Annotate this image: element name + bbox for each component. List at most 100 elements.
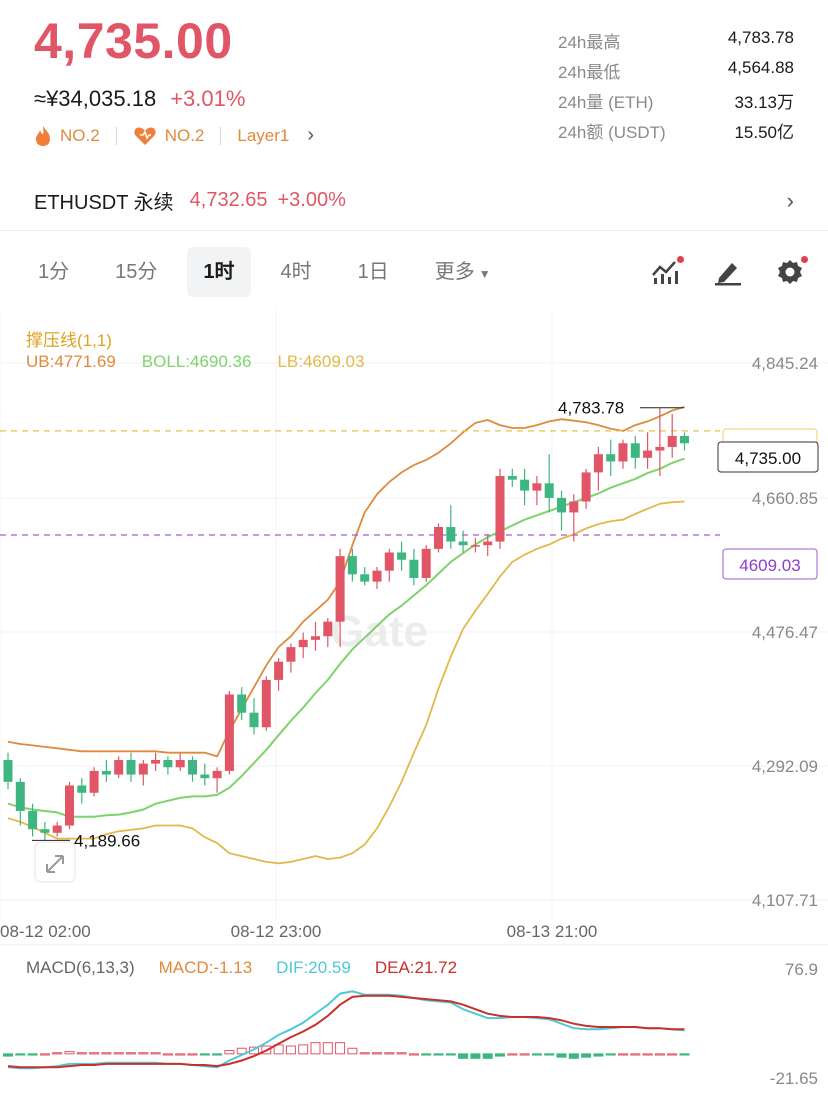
- candle-body: [384, 552, 394, 571]
- kline-chart[interactable]: Gate 4,783.78 4,189.66 4,845.24 4,660.85 4,47…: [0, 310, 828, 1099]
- macd-bar: [458, 1053, 469, 1059]
- candle-body: [200, 774, 210, 779]
- candle: [101, 759, 111, 782]
- chevron-right-icon[interactable]: ›: [307, 124, 315, 146]
- candle: [409, 548, 419, 586]
- stat-value: 15.50亿: [734, 123, 794, 142]
- ub-value: UB:4771.69: [26, 352, 116, 371]
- tab-more[interactable]: 更多 ▼: [419, 247, 507, 297]
- stat-high: 24h最高 4,783.78: [558, 28, 794, 58]
- sector-label: Layer1: [237, 125, 290, 145]
- stat-label: 24h最低: [558, 63, 621, 82]
- candle-body: [151, 759, 161, 764]
- candle-body: [483, 541, 493, 546]
- candle-body: [188, 759, 197, 775]
- candle-body: [126, 759, 136, 775]
- macd-bar: [175, 1053, 186, 1056]
- candle-body: [347, 556, 357, 575]
- candle: [544, 454, 554, 513]
- macd-bar: [64, 1051, 75, 1055]
- dif-line: [7, 990, 685, 1070]
- settings-button[interactable]: [772, 254, 808, 290]
- macd-bar: [667, 1053, 678, 1056]
- candle: [15, 778, 25, 826]
- hot-rank-tag[interactable]: NO.2: [34, 125, 100, 147]
- candle: [89, 767, 99, 797]
- macd-bar: [150, 1052, 161, 1055]
- candle: [347, 548, 357, 582]
- perpetual-price: 4,732.65: [189, 189, 268, 211]
- dea-line: [7, 994, 685, 1069]
- macd-bar: [618, 1053, 628, 1056]
- macd-bar: [236, 1047, 247, 1055]
- candle: [224, 690, 234, 775]
- candle-body: [372, 570, 382, 582]
- tab-1m[interactable]: 1分: [38, 261, 70, 283]
- watermark: Gate: [330, 607, 428, 656]
- sector-tag[interactable]: Layer1: [237, 126, 289, 146]
- last-price: 4,735.00: [34, 13, 233, 69]
- macd-bar: [482, 1053, 493, 1059]
- candle: [28, 803, 38, 837]
- lb-line: [7, 500, 685, 865]
- fav-rank-tag[interactable]: NO.2: [133, 126, 204, 146]
- candle-body: [89, 770, 99, 793]
- macd-bar: [335, 1042, 346, 1055]
- tab-4h[interactable]: 4时: [280, 261, 312, 283]
- low-marker-label: 4,189.66: [74, 831, 140, 850]
- macd-bar: [544, 1053, 555, 1056]
- stat-label: 24h最高: [558, 33, 621, 52]
- candle-body: [581, 472, 591, 502]
- macd-bar: [347, 1047, 358, 1055]
- candle-body: [495, 476, 505, 542]
- candle: [286, 643, 296, 673]
- candle: [372, 567, 382, 589]
- candle: [360, 567, 370, 586]
- chevron-right-icon[interactable]: ›: [786, 187, 794, 213]
- macd-bar: [89, 1052, 100, 1055]
- candle: [335, 548, 345, 648]
- indicator-button[interactable]: [648, 254, 684, 290]
- candle-body: [446, 526, 456, 542]
- current-price-label: 4,735.00: [735, 449, 801, 468]
- tab-15m[interactable]: 15分: [115, 261, 158, 283]
- tab-1h[interactable]: 1时: [187, 247, 251, 297]
- macd-bar: [507, 1053, 518, 1056]
- candle-body: [15, 781, 25, 811]
- candle-body: [409, 559, 419, 578]
- price-axis-label: 4,845.24: [752, 354, 818, 373]
- macd-bar: [76, 1052, 87, 1055]
- macd-bar: [162, 1053, 173, 1056]
- macd-bar: [126, 1052, 136, 1055]
- macd-bar: [113, 1052, 124, 1055]
- macd-bar: [322, 1042, 333, 1055]
- candle-body: [544, 483, 554, 498]
- candle: [138, 759, 148, 786]
- candle: [40, 821, 50, 841]
- cny-price: ≈¥34,035.18: [34, 86, 157, 111]
- candle: [593, 446, 603, 491]
- rank-tags[interactable]: NO.2 NO.2 Layer1 ›: [34, 124, 314, 147]
- candle-body: [274, 661, 284, 680]
- stat-label: 24h额 (USDT): [558, 123, 666, 142]
- candle: [630, 435, 640, 469]
- macd-legend: MACD(6,13,3) MACD:-1.13 DIF:20.59 DEA:21…: [26, 958, 457, 978]
- macd-bar: [359, 1052, 370, 1055]
- macd-value: MACD:-1.13: [158, 958, 253, 977]
- candle: [200, 763, 210, 786]
- current-price-box: [717, 441, 819, 473]
- macd-bar: [384, 1052, 395, 1055]
- candle: [188, 756, 197, 782]
- candle: [274, 658, 284, 691]
- tab-1d[interactable]: 1日: [357, 261, 389, 283]
- macd-name: MACD(6,13,3): [26, 958, 135, 977]
- candle-body: [606, 454, 616, 462]
- draw-button[interactable]: [710, 254, 746, 290]
- perpetual-row[interactable]: ETHUSDT 永续 4,732.65 +3.00% ›: [34, 186, 794, 215]
- interval-tabs: 1分 15分 1时 4时 1日 更多 ▼: [22, 246, 808, 298]
- candle: [520, 468, 530, 506]
- macd-bar: [187, 1053, 198, 1056]
- price-axis-label: 4,292.09: [752, 757, 818, 776]
- tag-divider: [115, 126, 117, 145]
- candle: [114, 756, 124, 779]
